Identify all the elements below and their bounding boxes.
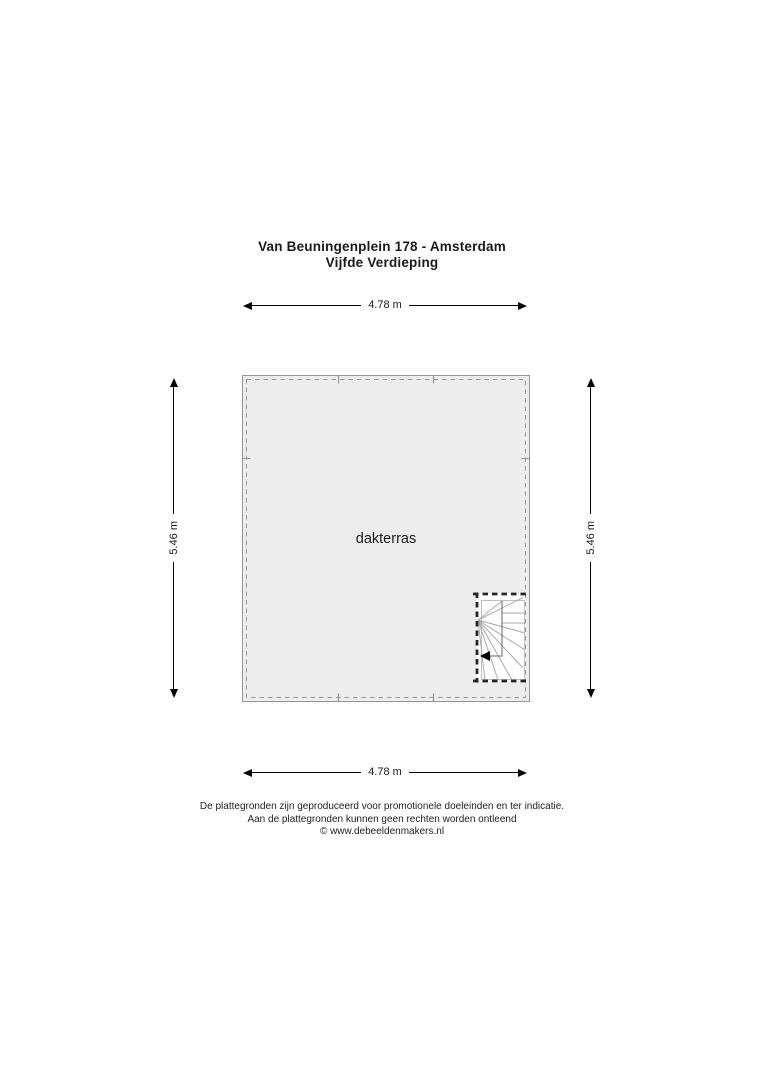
railing-line bbox=[246, 379, 526, 698]
disclaimer: De plattegronden zijn geproduceerd voor … bbox=[0, 801, 764, 839]
dimension-line bbox=[173, 387, 174, 515]
dimension-line bbox=[590, 387, 591, 515]
dimension-line bbox=[408, 305, 519, 306]
dimension-bottom-label: 4.78 m bbox=[368, 766, 402, 778]
dimension-top: 4.78 m bbox=[243, 299, 528, 312]
arrow-right-icon bbox=[518, 768, 528, 777]
disclaimer-line-3: © www.debeeldenmakers.nl bbox=[319, 826, 445, 837]
stair-walk-line bbox=[489, 601, 503, 657]
staircase bbox=[473, 592, 526, 683]
dimension-top-label: 4.78 m bbox=[368, 299, 402, 311]
dimension-right: 5.46 m bbox=[584, 378, 597, 699]
dimension-left: 5.46 m bbox=[167, 378, 180, 699]
arrow-down-icon bbox=[169, 689, 178, 699]
arrow-up-icon bbox=[586, 378, 595, 387]
stair-dashed-border bbox=[473, 592, 526, 683]
arrow-down-icon bbox=[586, 689, 595, 699]
dimension-line bbox=[408, 772, 519, 773]
dimension-bottom: 4.78 m bbox=[243, 766, 528, 779]
disclaimer-line-2: Aan de plattegronden kunnen geen rechten… bbox=[247, 813, 517, 825]
railing-ticks bbox=[242, 375, 530, 702]
arrow-up-icon bbox=[169, 378, 178, 387]
stair-inner-outline bbox=[481, 600, 525, 680]
dimension-left-label: 5.46 m bbox=[167, 521, 180, 555]
arrow-right-icon bbox=[518, 301, 528, 310]
dimension-line bbox=[252, 772, 362, 773]
room-label-dakterras: dakterras bbox=[356, 531, 416, 547]
dimension-right-label: 5.46 m bbox=[584, 521, 597, 555]
arrow-left-icon bbox=[243, 768, 252, 777]
dimension-line bbox=[173, 561, 174, 690]
title-floor: Vijfde Verdieping bbox=[325, 255, 439, 270]
dimension-line bbox=[252, 305, 362, 306]
floorplan-drawing: dakterras bbox=[242, 375, 530, 702]
title-address: Van Beuningenplein 178 - Amsterdam bbox=[258, 239, 506, 254]
arrow-left-icon bbox=[243, 301, 252, 310]
stair-direction-arrow-icon bbox=[480, 651, 490, 661]
stair-treads bbox=[477, 597, 526, 681]
dimension-line bbox=[590, 561, 591, 690]
disclaimer-line-1: De plattegronden zijn geproduceerd voor … bbox=[199, 801, 565, 812]
page-title: Van Beuningenplein 178 - Amsterdam Vijfd… bbox=[0, 239, 764, 271]
